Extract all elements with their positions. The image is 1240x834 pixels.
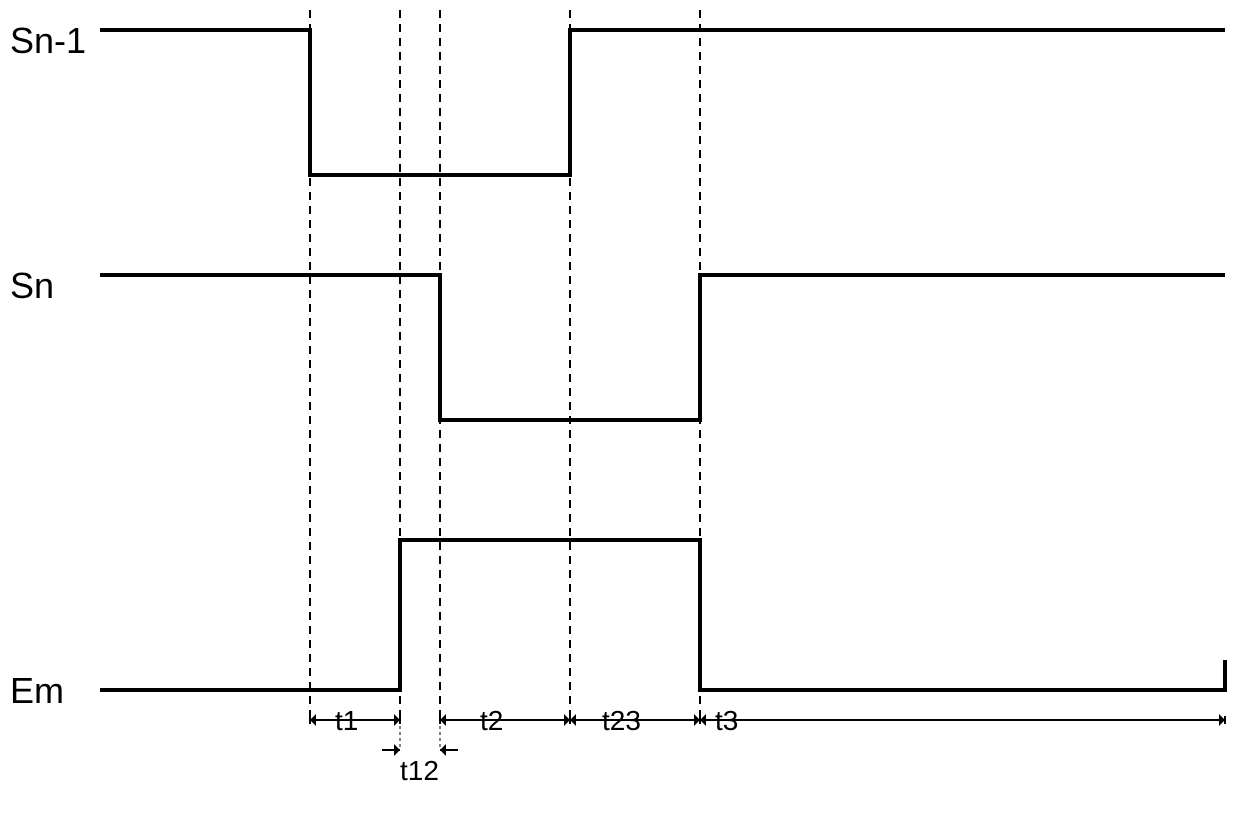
timing-diagram: Sn-1 Sn Em t1 t12 t2 t23 t3 xyxy=(0,0,1240,829)
signal-label-sn: Sn xyxy=(10,265,54,307)
time-label-t12: t12 xyxy=(400,755,439,787)
signal-label-sn1: Sn-1 xyxy=(10,20,86,62)
signals-group xyxy=(100,30,1225,690)
time-label-t1: t1 xyxy=(335,705,358,737)
time-markers-group xyxy=(310,714,1225,756)
time-label-t2: t2 xyxy=(480,705,503,737)
guidelines-group xyxy=(310,10,700,720)
signal-label-em: Em xyxy=(10,670,64,712)
time-label-t23: t23 xyxy=(602,705,641,737)
time-label-t3: t3 xyxy=(715,705,738,737)
